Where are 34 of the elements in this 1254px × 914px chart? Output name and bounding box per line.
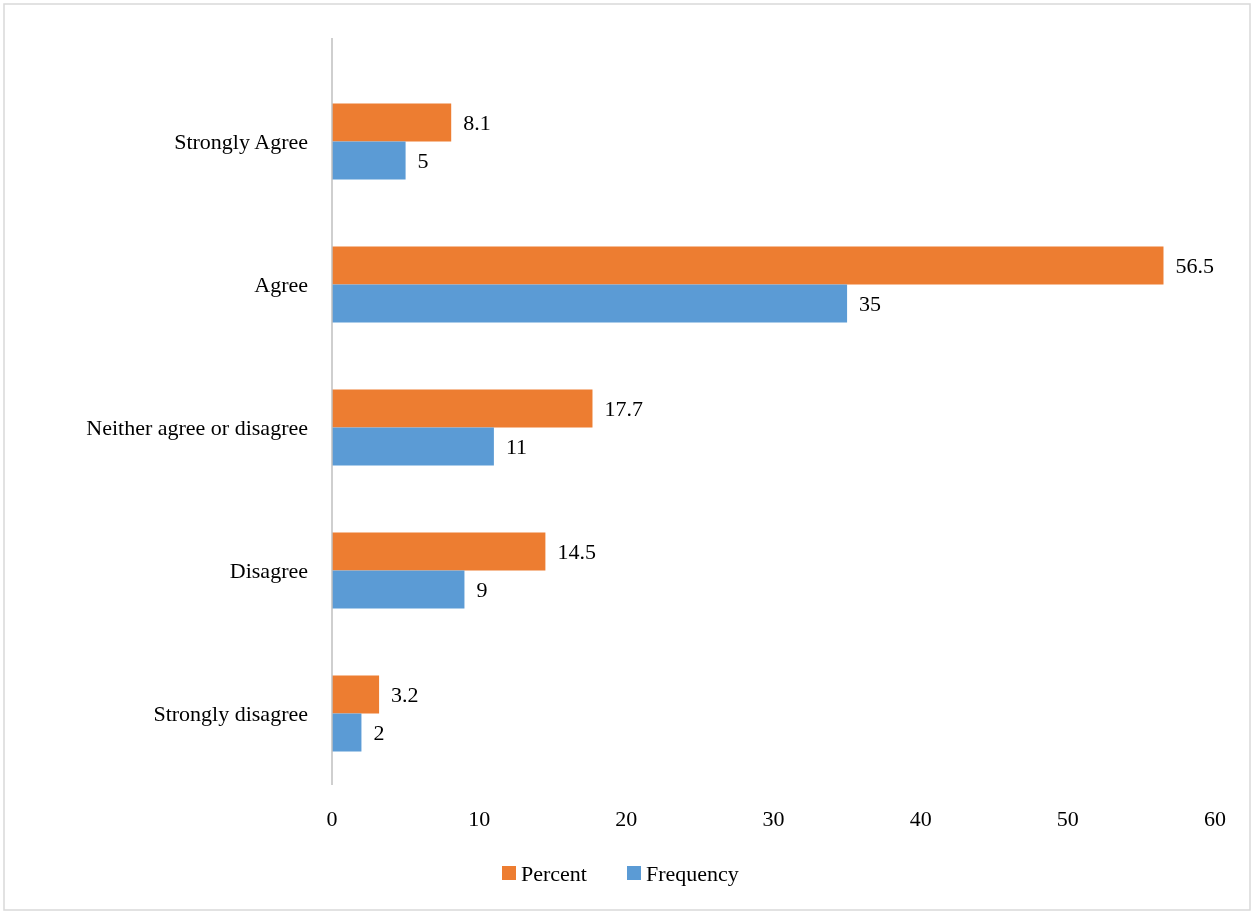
data-label: 17.7: [604, 396, 643, 422]
y-tick-label: Agree: [254, 272, 308, 298]
y-tick-label: Strongly Agree: [174, 129, 308, 155]
bar: [332, 284, 848, 323]
legend-label: Percent: [521, 860, 587, 886]
data-label: 3.2: [391, 682, 419, 708]
data-label: 5: [417, 148, 429, 174]
x-tick-label: 0: [326, 806, 338, 831]
y-tick-label: Disagree: [229, 558, 308, 584]
legend-label: Frequency: [646, 860, 739, 886]
bar: [332, 427, 494, 466]
bar: [332, 246, 1164, 285]
bar: [332, 532, 546, 571]
bar: [332, 675, 380, 714]
data-label: 9: [476, 577, 488, 603]
data-label: 35: [859, 291, 882, 317]
x-tick-label: 40: [909, 806, 932, 831]
x-tick-label: 20: [615, 806, 638, 831]
data-label: 2: [373, 720, 385, 746]
bar: [332, 389, 593, 428]
data-label: 56.5: [1175, 253, 1214, 279]
y-tick-label: Strongly disagree: [153, 701, 308, 727]
bar: [332, 570, 465, 609]
bar: [332, 713, 362, 752]
x-tick-label: 10: [468, 806, 491, 831]
bar: [332, 103, 452, 142]
y-tick-label: Neither agree or disagree: [86, 415, 308, 441]
x-tick-label: 50: [1056, 806, 1079, 831]
data-label: 8.1: [463, 110, 491, 136]
x-tick-label: 30: [762, 806, 785, 831]
x-tick-label: 60: [1204, 806, 1226, 831]
data-label: 11: [505, 434, 528, 460]
data-label: 14.5: [557, 539, 596, 565]
bar: [332, 141, 406, 180]
